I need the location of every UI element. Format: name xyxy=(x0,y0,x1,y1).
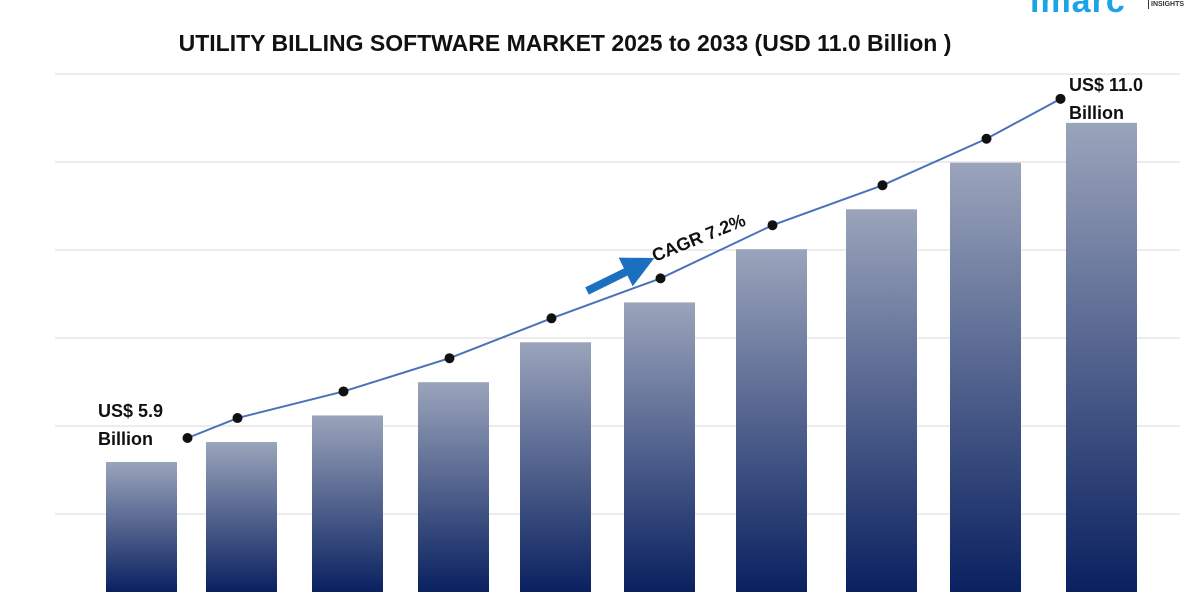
cagr-label: CAGR 7.2% xyxy=(649,210,748,266)
cagr-arrow-icon xyxy=(585,257,655,295)
logo-sub: INSIGHTS xyxy=(1148,0,1184,9)
logo-text: imarc xyxy=(1030,0,1126,20)
line-point xyxy=(981,133,992,144)
line-point xyxy=(767,220,778,231)
imarc-logo: imarc INSIGHTS xyxy=(1030,0,1200,20)
line-point xyxy=(444,353,455,364)
end-label-2: Billion xyxy=(1069,103,1124,123)
line-point xyxy=(546,313,557,324)
start-label-1: US$ 5.9 xyxy=(98,401,163,421)
end-label-1: US$ 11.0 xyxy=(1069,75,1143,95)
line-point xyxy=(1055,93,1066,104)
bar xyxy=(846,209,917,593)
start-label-2: Billion xyxy=(98,429,153,449)
bar xyxy=(106,461,177,592)
bar xyxy=(206,442,277,592)
bar xyxy=(520,342,591,592)
bar xyxy=(312,415,383,592)
line-point xyxy=(655,273,666,284)
line-point xyxy=(182,432,193,443)
line-point xyxy=(338,386,349,397)
chart-title: UTILITY BILLING SOFTWARE MARKET 2025 to … xyxy=(178,30,952,56)
trend-line xyxy=(187,97,1061,439)
bar xyxy=(736,249,807,592)
bar xyxy=(418,382,489,592)
bar xyxy=(950,162,1021,592)
line-point xyxy=(232,413,243,424)
line-point xyxy=(877,180,888,191)
bar xyxy=(624,302,695,592)
bar xyxy=(1066,122,1137,592)
